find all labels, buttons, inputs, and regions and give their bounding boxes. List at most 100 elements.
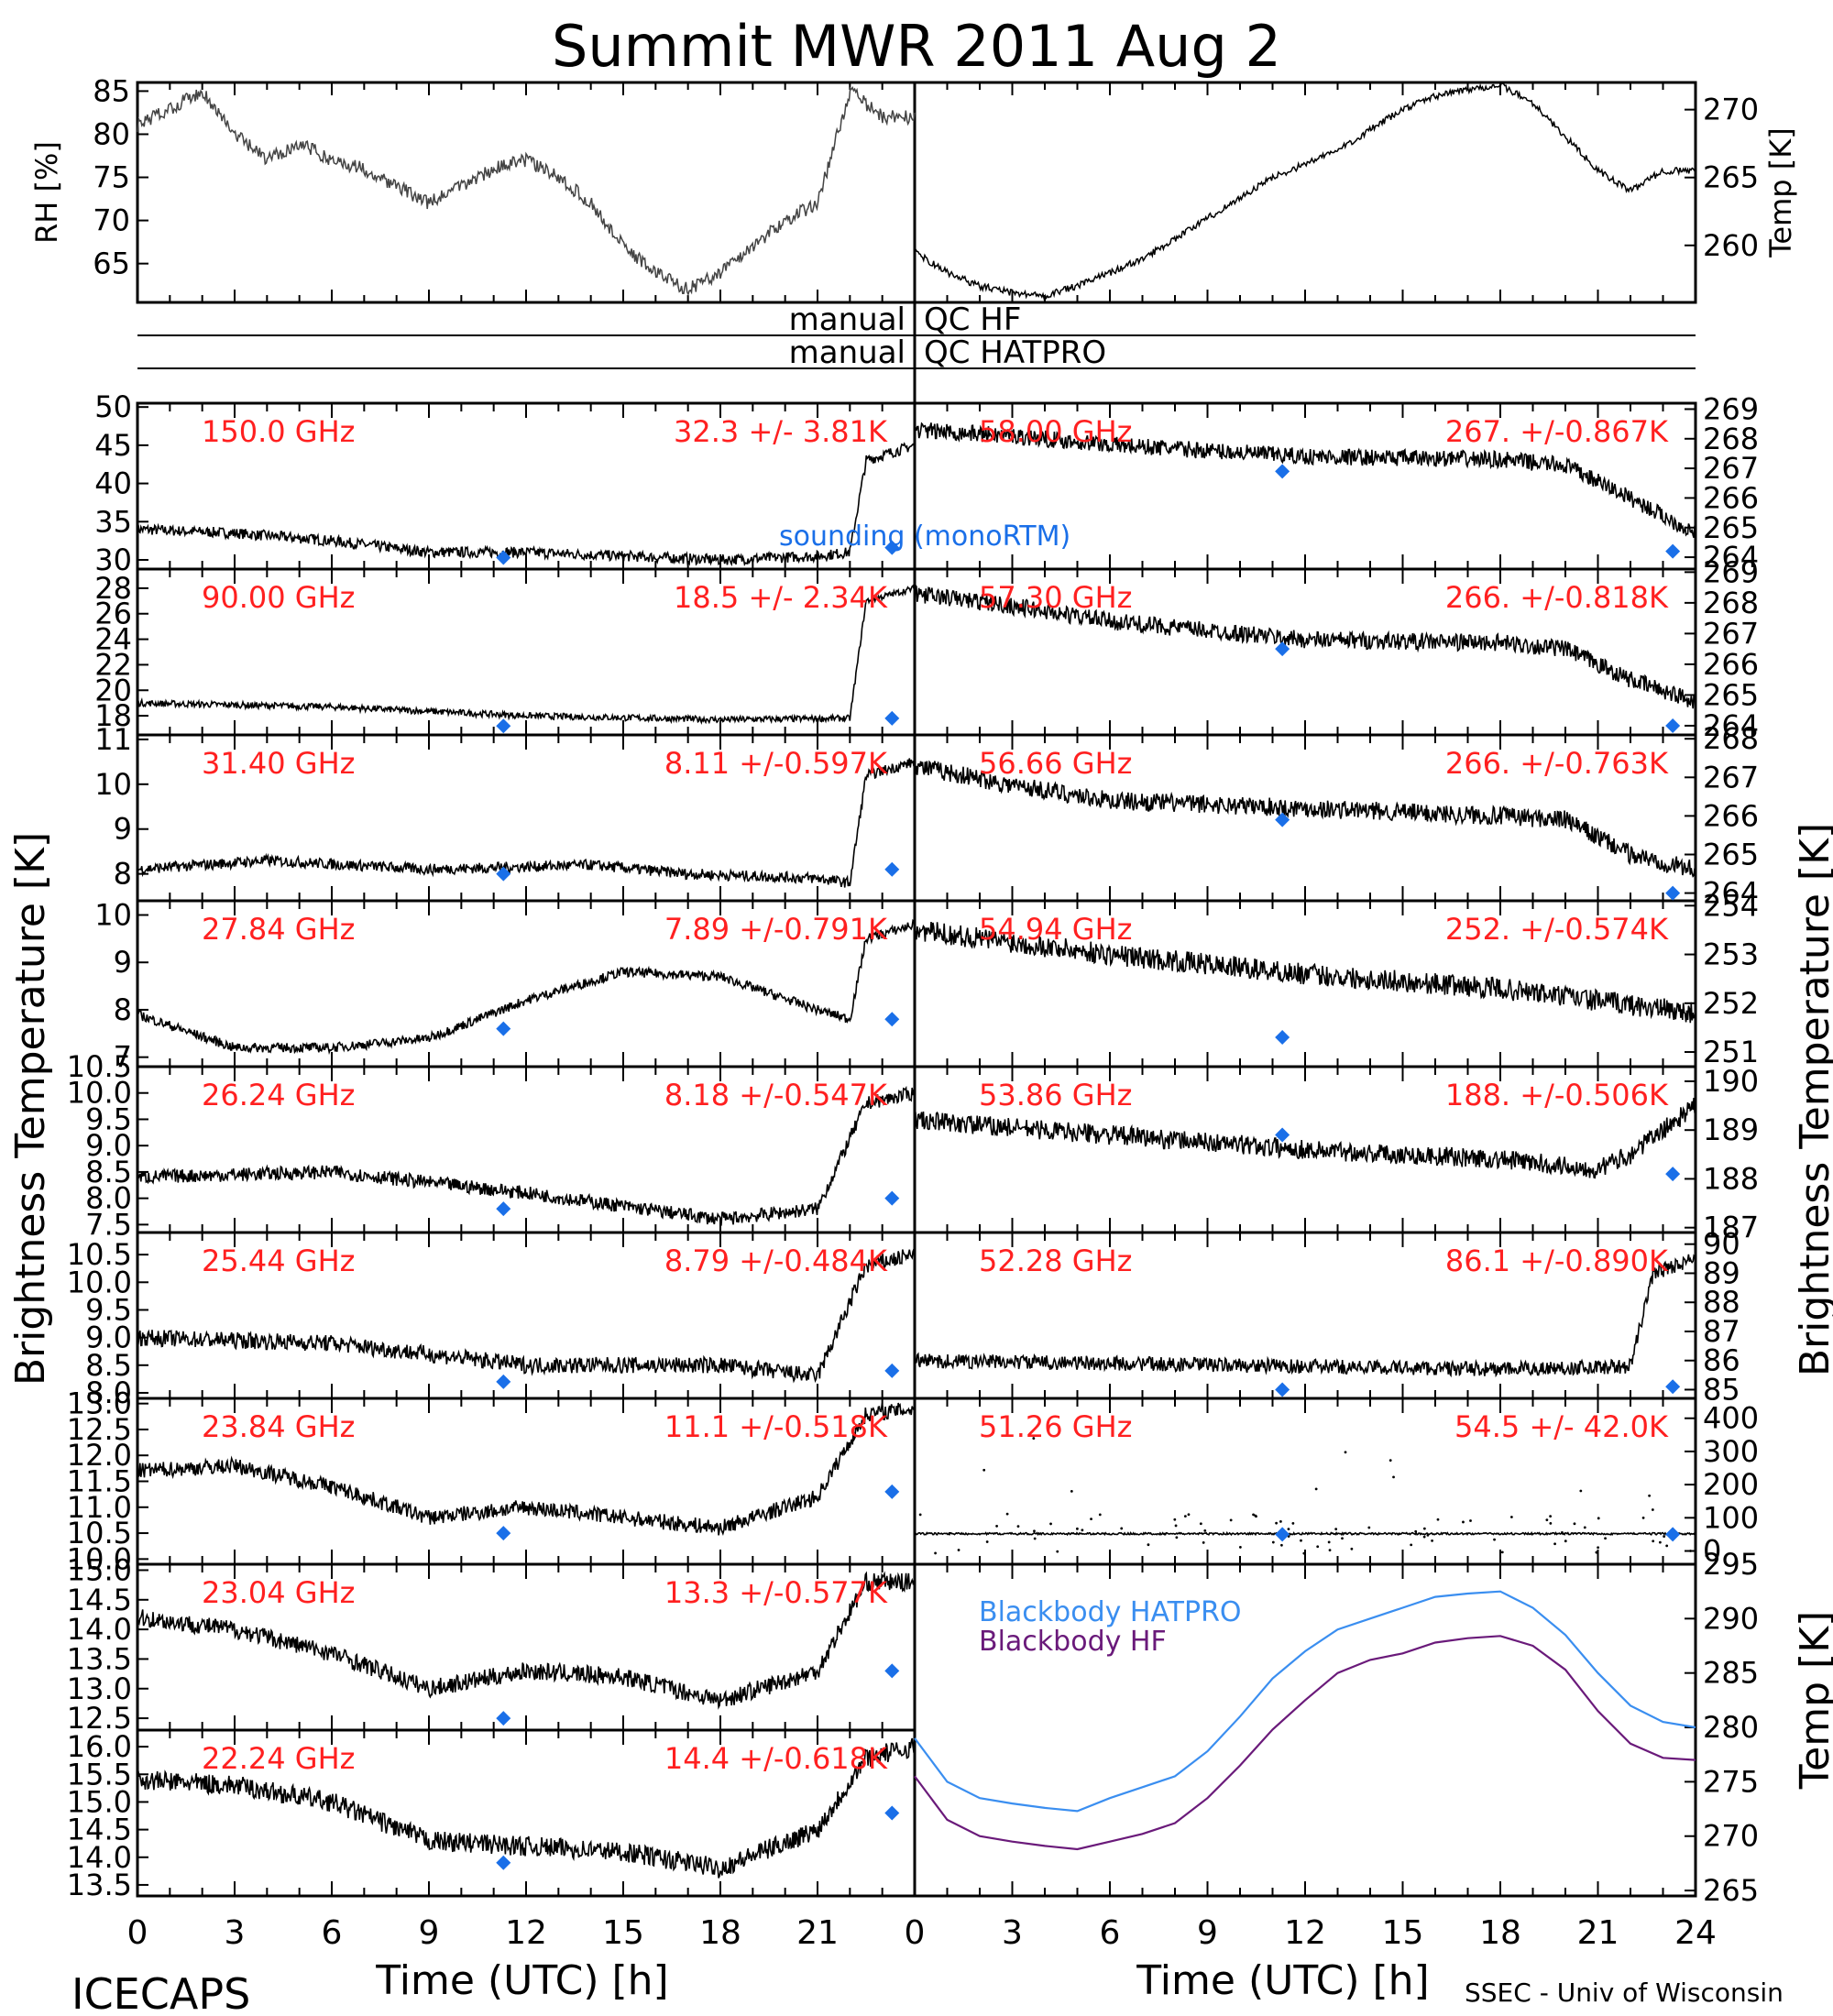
- scatter-point: [1549, 1521, 1553, 1525]
- sounding-marker: [1275, 1382, 1290, 1397]
- trace-52.28: [914, 1254, 1696, 1378]
- scatter-point: [1187, 1513, 1191, 1517]
- scatter-point: [1056, 1550, 1059, 1553]
- channel-label: 150.0 GHz: [202, 414, 355, 449]
- y-tick-label: 0: [1703, 1534, 1721, 1569]
- sounding-marker: [496, 866, 511, 882]
- scatter-point: [1033, 1529, 1036, 1533]
- y-tick-label: 266: [1703, 480, 1759, 515]
- x-tick-label-right: 15: [1382, 1914, 1424, 1952]
- scatter-point: [1016, 1525, 1020, 1528]
- scatter-point: [1163, 1532, 1167, 1536]
- credit: SSEC - Univ of Wisconsin: [1465, 1978, 1784, 2008]
- y-tick-label: 30: [94, 542, 132, 577]
- scatter-point: [1175, 1536, 1179, 1539]
- channel-stats: 7.89 +/-0.791K: [664, 912, 888, 947]
- scatter-point: [1579, 1489, 1583, 1493]
- y-tick-label: 14.5: [67, 1583, 132, 1617]
- scatter-point: [1665, 1544, 1669, 1548]
- channel-stats: 188. +/-0.506K: [1445, 1078, 1669, 1112]
- xlabel-left: Time (UTC) [h]: [375, 1957, 668, 2004]
- scatter-point: [1493, 1538, 1496, 1541]
- sounding-marker: [1665, 1167, 1681, 1182]
- y-tick-label: 24: [94, 622, 132, 657]
- y-tick-label: 85: [1703, 1372, 1740, 1407]
- sounding-marker: [496, 550, 511, 565]
- y-tick-label: 270: [1703, 1819, 1759, 1854]
- scatter-point: [1090, 1517, 1092, 1521]
- y-tick-label: 100: [1703, 1500, 1759, 1535]
- sounding-marker: [496, 1855, 511, 1870]
- y-tick-label: 265: [1703, 510, 1759, 545]
- sounding-marker: [884, 1012, 900, 1027]
- channel-label: 90.00 GHz: [202, 580, 355, 615]
- scatter-point: [1252, 1513, 1255, 1517]
- x-tick-label-right: 12: [1284, 1914, 1326, 1952]
- y-tick-label: 18: [94, 698, 132, 733]
- trace-51.26: [914, 1530, 1696, 1537]
- xlabel-right: Time (UTC) [h]: [1136, 1957, 1429, 2004]
- y-tick-label: 267: [1703, 451, 1759, 486]
- y-tick-label: 267: [1703, 760, 1759, 794]
- ylabel-temp: Temp [K]: [1763, 127, 1798, 257]
- y-tick-label: 15.0: [67, 1784, 132, 1819]
- sounding-marker: [1665, 718, 1681, 733]
- y-tick-label: 8.5: [85, 1348, 132, 1383]
- legend-entry: Blackbody HF: [979, 1626, 1167, 1658]
- scatter-point: [1334, 1528, 1338, 1531]
- sounding-marker: [1275, 641, 1290, 657]
- y-tick-label: 13.0: [67, 1671, 132, 1706]
- scatter-point: [1255, 1515, 1257, 1518]
- y-tick-label: 8: [114, 857, 132, 892]
- channel-label: 26.24 GHz: [202, 1078, 355, 1112]
- scatter-point: [1595, 1550, 1598, 1554]
- scatter-point: [1597, 1517, 1600, 1520]
- scatter-point: [1291, 1521, 1295, 1525]
- scatter-point: [1327, 1540, 1331, 1544]
- y-tick-label: 7.5: [85, 1207, 132, 1242]
- x-tick-label-left: 15: [602, 1914, 644, 1952]
- y-tick-label: 10.5: [67, 1516, 132, 1550]
- y-tick-label: 50: [94, 389, 132, 424]
- panel-frame-temp: [913, 81, 1697, 304]
- scatter-point: [1049, 1522, 1052, 1526]
- y-tick-label: 80: [93, 116, 130, 151]
- y-tick-label: 9: [114, 945, 132, 980]
- sounding-marker: [496, 1201, 511, 1217]
- y-tick-label: 265: [1703, 1873, 1759, 1908]
- series-line-hf: [914, 1635, 1696, 1851]
- y-tick-label: 8.0: [85, 1181, 132, 1216]
- series-line-hatpro: [914, 1590, 1696, 1813]
- channel-stats: 267. +/-0.867K: [1445, 414, 1669, 449]
- y-tick-label: 12.5: [67, 1412, 132, 1447]
- y-tick-label: 85: [93, 73, 130, 108]
- y-tick-label: 22: [94, 647, 132, 682]
- y-tick-label: 264: [1703, 708, 1759, 743]
- y-tick-label: 268: [1703, 422, 1759, 456]
- channel-stats: 8.79 +/-0.484K: [664, 1244, 888, 1278]
- figure-title: Summit MWR 2011 Aug 2: [552, 13, 1281, 80]
- trace-90.00: [137, 584, 916, 725]
- y-tick-label: 9.0: [85, 1320, 132, 1355]
- scatter-point: [1203, 1528, 1207, 1532]
- x-tick-label-left: 12: [505, 1914, 547, 1952]
- scatter-point: [1398, 1532, 1400, 1536]
- y-tick-label: 266: [1703, 798, 1759, 833]
- y-tick-label: 270: [1703, 93, 1759, 127]
- channel-stats: 86.1 +/-0.890K: [1445, 1244, 1669, 1278]
- scatter-point: [1388, 1459, 1392, 1463]
- channel-label: 25.44 GHz: [202, 1244, 355, 1278]
- y-tick-label: 20: [94, 673, 132, 707]
- y-tick-label: 10.0: [67, 1265, 132, 1299]
- trace-23.04: [137, 1571, 916, 1710]
- y-tick-label: 75: [93, 160, 130, 195]
- channel-label: 57.30 GHz: [979, 580, 1132, 615]
- y-tick-label: 10: [94, 767, 132, 802]
- y-tick-label: 35: [94, 504, 132, 539]
- y-tick-label: 11.0: [67, 1490, 132, 1525]
- y-tick-label: 189: [1703, 1112, 1759, 1147]
- trace-150.0: [137, 442, 916, 567]
- x-tick-label-right: 21: [1577, 1914, 1619, 1952]
- trace-22.24: [137, 1737, 916, 1879]
